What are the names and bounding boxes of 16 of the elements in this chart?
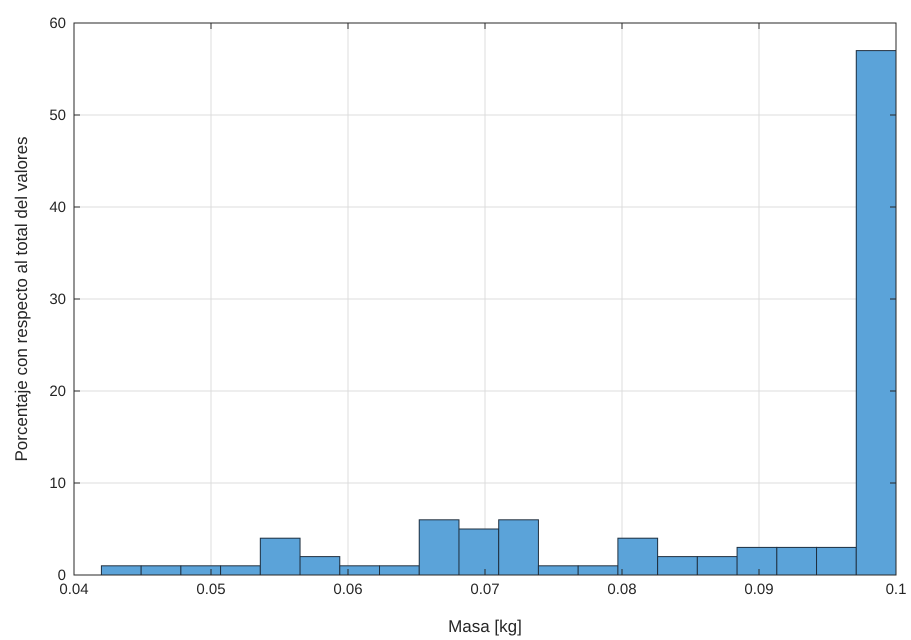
x-tick-label: 0.04 — [59, 581, 89, 598]
x-axis-title: Masa [kg] — [448, 617, 522, 636]
y-axis-title: Porcentaje con respecto al total del valores — [12, 136, 31, 462]
x-tick-label: 0.05 — [196, 581, 226, 598]
y-tick-label: 40 — [49, 199, 66, 216]
x-tick-label: 0.06 — [333, 581, 363, 598]
x-tick-label: 0.08 — [607, 581, 637, 598]
y-tick-label: 20 — [49, 383, 66, 400]
y-tick-label: 0 — [58, 567, 66, 584]
y-tick-label: 60 — [49, 15, 66, 32]
y-tick-label: 50 — [49, 107, 66, 124]
x-tick-label: 0.1 — [886, 581, 906, 598]
y-tick-label: 10 — [49, 475, 66, 492]
y-tick-label: 30 — [49, 291, 66, 308]
x-tick-label: 0.09 — [744, 581, 774, 598]
x-tick-label: 0.07 — [470, 581, 500, 598]
